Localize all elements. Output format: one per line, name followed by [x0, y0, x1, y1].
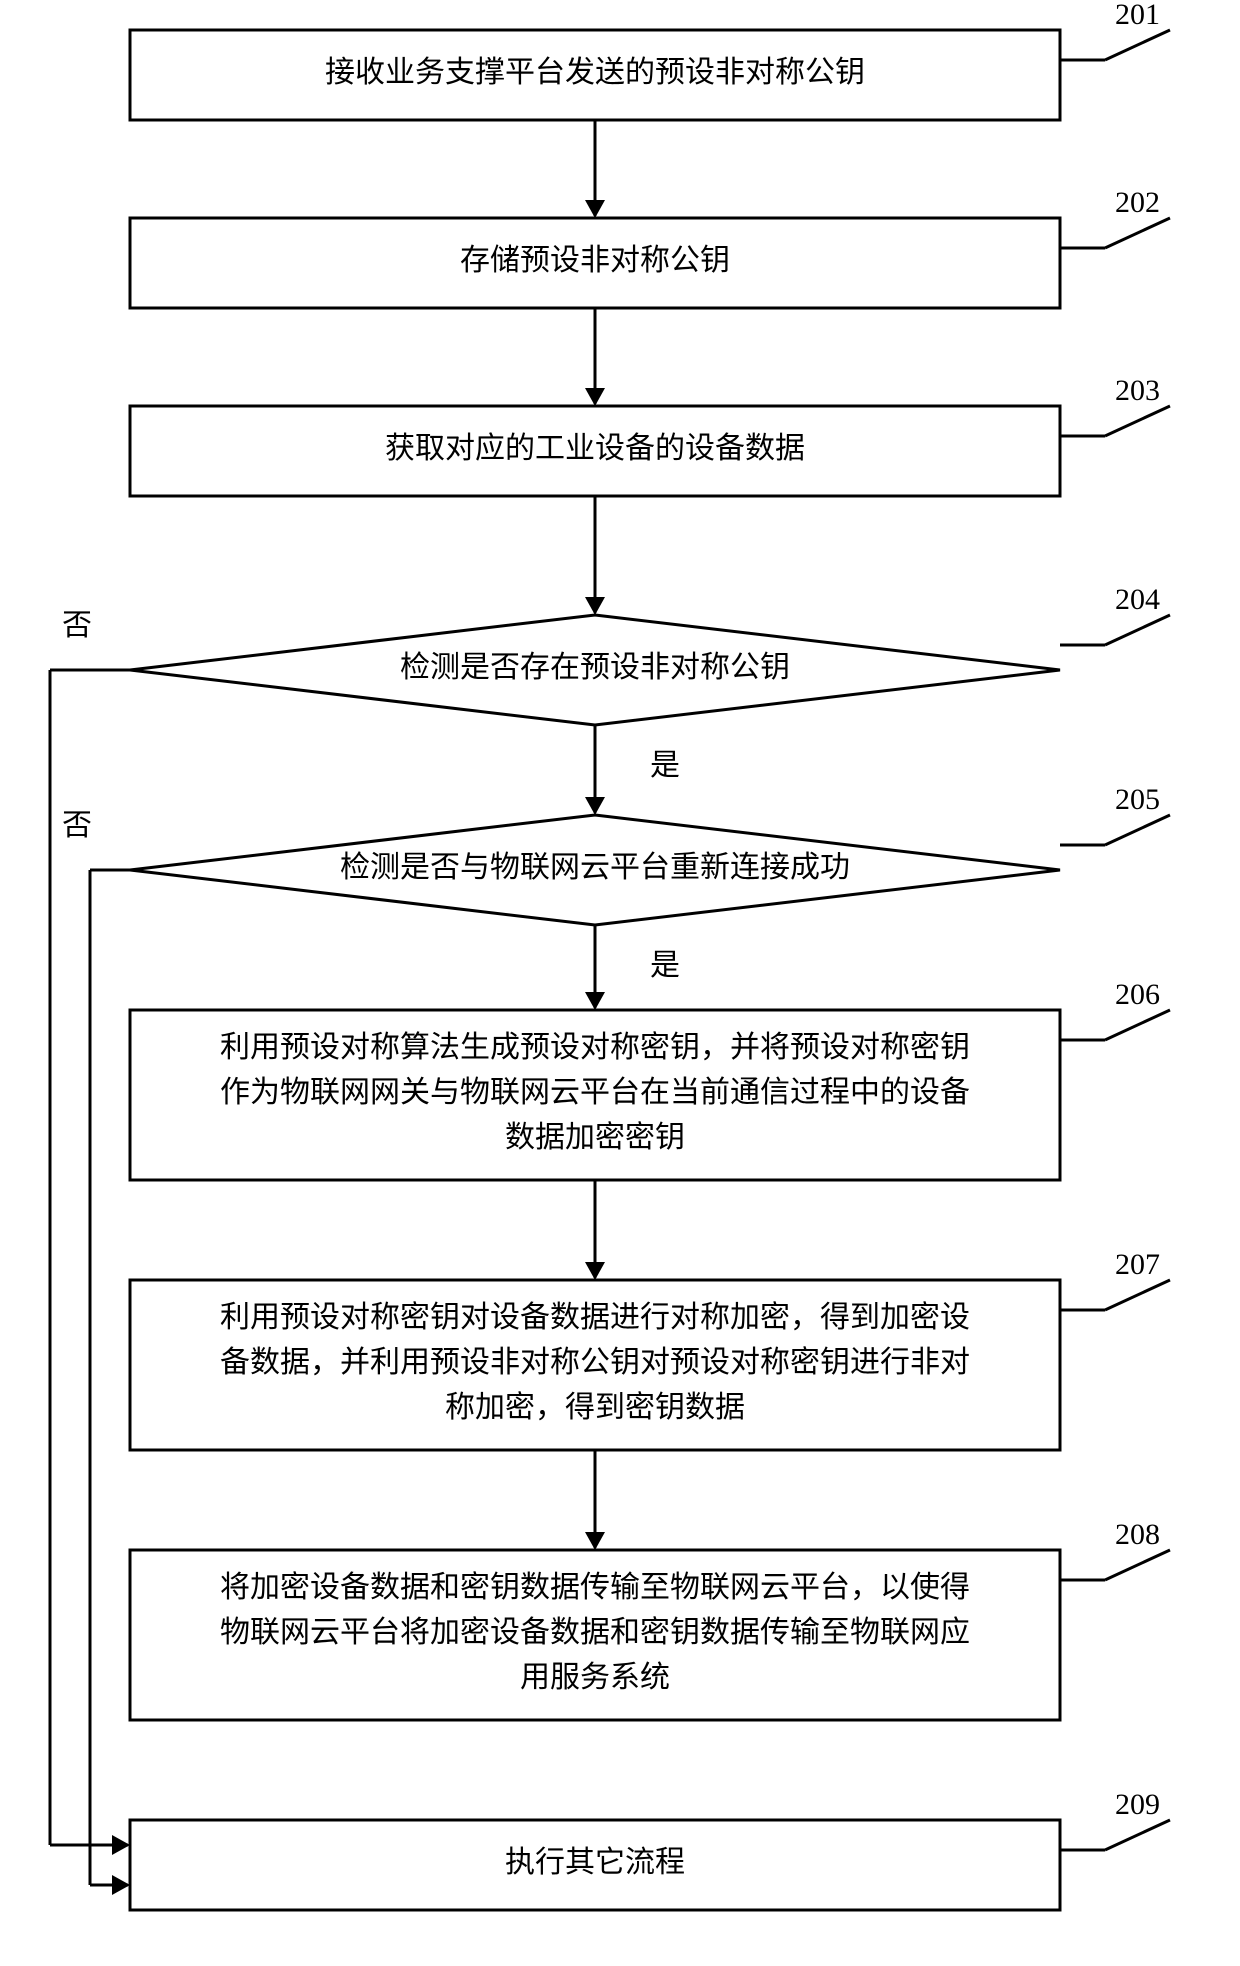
- s208-text: 将加密设备数据和密钥数据传输至物联网云平台，以使得: [220, 1571, 970, 1604]
- s201-step: 201: [1115, 0, 1160, 31]
- s202-text: 存储预设非对称公钥: [460, 244, 730, 277]
- s203-text: 获取对应的工业设备的设备数据: [385, 432, 805, 465]
- edge-label-yes: 是: [650, 949, 680, 982]
- s208-text: 用服务系统: [520, 1661, 670, 1694]
- s205-step: 205: [1115, 783, 1160, 816]
- s207-text: 备数据，并利用预设非对称公钥对预设对称密钥进行非对: [220, 1346, 970, 1379]
- edge-label-no: 否: [62, 809, 92, 842]
- s202-step: 202: [1115, 186, 1160, 219]
- s201-text: 接收业务支撑平台发送的预设非对称公钥: [325, 56, 865, 89]
- edge-label-yes: 是: [650, 749, 680, 782]
- s203-step: 203: [1115, 374, 1160, 407]
- s209-step: 209: [1115, 1788, 1160, 1821]
- edge-label-no: 否: [62, 609, 92, 642]
- s204-text: 检测是否存在预设非对称公钥: [400, 651, 790, 684]
- s207-text: 利用预设对称密钥对设备数据进行对称加密，得到加密设: [220, 1301, 970, 1334]
- s206-step: 206: [1115, 978, 1160, 1011]
- s207-step: 207: [1115, 1248, 1160, 1281]
- s206-text: 利用预设对称算法生成预设对称密钥，并将预设对称密钥: [220, 1031, 970, 1064]
- s205-text: 检测是否与物联网云平台重新连接成功: [340, 851, 850, 884]
- s204-step: 204: [1115, 583, 1160, 616]
- s208-step: 208: [1115, 1518, 1160, 1551]
- s209-text: 执行其它流程: [505, 1846, 685, 1879]
- s206-text: 作为物联网网关与物联网云平台在当前通信过程中的设备: [220, 1076, 970, 1109]
- s206-text: 数据加密密钥: [505, 1121, 685, 1154]
- flowchart-canvas: 接收业务支撑平台发送的预设非对称公钥 201 存储预设非对称公钥 202 获取对应的工业…: [0, 0, 1240, 1966]
- s207-text: 称加密，得到密钥数据: [445, 1391, 745, 1424]
- s208-text: 物联网云平台将加密设备数据和密钥数据传输至物联网应: [220, 1616, 970, 1649]
